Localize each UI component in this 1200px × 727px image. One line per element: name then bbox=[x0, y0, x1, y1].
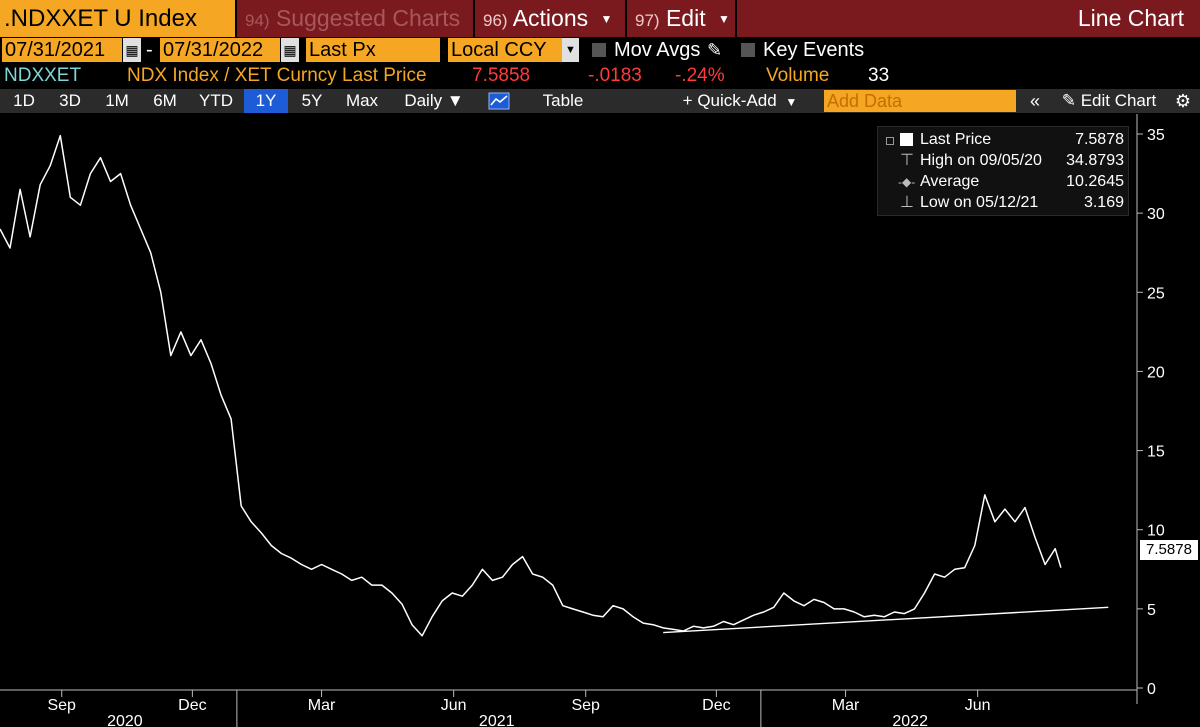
chart-legend: Last Price 7.5878 ⊤ High on 09/05/20 34.… bbox=[877, 126, 1129, 216]
edit-label: Edit bbox=[665, 5, 706, 31]
legend-low-value: 3.169 bbox=[1083, 194, 1124, 211]
x-tick-label: Jun bbox=[441, 697, 467, 714]
edit-chart-label: Edit Chart bbox=[1080, 91, 1157, 110]
range-max-button[interactable]: Max bbox=[345, 91, 379, 110]
x-tick-label: Sep bbox=[571, 697, 600, 714]
x-tick-label: Dec bbox=[178, 697, 206, 714]
y-tick-label: 10 bbox=[1147, 523, 1165, 540]
x-year-label: 2022 bbox=[892, 713, 928, 727]
quick-add-caret-icon: ▼ bbox=[785, 94, 798, 109]
edit-menu[interactable]: 97) Edit ▼ bbox=[627, 0, 735, 37]
x-year-label: 2021 bbox=[479, 713, 515, 727]
trendline bbox=[663, 606, 1109, 634]
legend-last-price: Last Price 7.5878 bbox=[878, 130, 1130, 150]
edit-chart-button[interactable]: ✎ Edit Chart bbox=[1052, 89, 1166, 113]
security-ticker[interactable]: .NDXXET U Index bbox=[0, 0, 235, 37]
chart-type-title: Line Chart bbox=[737, 0, 1200, 37]
legend-high: ⊤ High on 09/05/20 34.8793 bbox=[878, 151, 1130, 171]
price-series-line bbox=[0, 134, 1062, 637]
edit-chart-pencil-icon: ✎ bbox=[1061, 91, 1076, 110]
range-3d-button[interactable]: 3D bbox=[59, 91, 81, 110]
x-year-label: 2020 bbox=[107, 713, 143, 727]
low-marker-icon: ⊥ bbox=[900, 194, 914, 211]
start-calendar-icon[interactable]: ▦ bbox=[123, 38, 141, 62]
start-date-input[interactable]: 07/31/2021 bbox=[2, 38, 122, 62]
edit-num: 97) bbox=[635, 11, 660, 30]
actions-caret-icon: ▼ bbox=[600, 12, 613, 27]
x-tick-label: Dec bbox=[702, 697, 730, 714]
y-tick-label: 30 bbox=[1147, 206, 1165, 223]
x-tick-label: Jun bbox=[965, 697, 991, 714]
legend-high-label: High on 09/05/20 bbox=[920, 152, 1042, 169]
range-1d-button[interactable]: 1D bbox=[13, 91, 35, 110]
collapse-chevrons-icon[interactable]: « bbox=[1029, 91, 1040, 111]
volume-label: Volume bbox=[766, 65, 830, 86]
range-ytd-button[interactable]: YTD bbox=[199, 91, 233, 110]
line-chart-icon[interactable] bbox=[482, 89, 516, 113]
actions-menu[interactable]: 96) Actions ▼ bbox=[475, 0, 625, 37]
quick-add-button[interactable]: + Quick-Add ▼ bbox=[672, 89, 808, 113]
edit-caret-icon: ▼ bbox=[718, 12, 730, 27]
suggested-charts-tab[interactable]: 94) Suggested Charts bbox=[237, 0, 473, 37]
legend-low: ⊥ Low on 05/12/21 3.169 bbox=[878, 193, 1130, 213]
currency-select[interactable]: Local CCY bbox=[448, 38, 562, 62]
legend-last-price-value: 7.5878 bbox=[1075, 131, 1124, 148]
pencil-icon[interactable]: ✎ bbox=[707, 40, 723, 60]
field-select[interactable]: Last Px bbox=[306, 38, 440, 62]
y-tick-label: 5 bbox=[1147, 602, 1156, 619]
quote-description: NDX Index / XET Curncy Last Price bbox=[127, 65, 427, 86]
range-5y-button[interactable]: 5Y bbox=[301, 91, 323, 110]
key-events-checkbox[interactable] bbox=[741, 43, 755, 57]
legend-average-label: Average bbox=[920, 173, 980, 190]
y-tick-label: 20 bbox=[1147, 364, 1165, 381]
last-price-tag: 7.5878 bbox=[1140, 540, 1198, 560]
actions-label: Actions bbox=[512, 5, 589, 31]
quote-change: -.0183 bbox=[588, 65, 642, 86]
legend-average-value: 10.2645 bbox=[1066, 173, 1124, 190]
add-data-input[interactable]: Add Data bbox=[824, 90, 1016, 112]
suggested-charts-label: Suggested Charts bbox=[275, 5, 461, 31]
legend-collapse-icon[interactable] bbox=[886, 137, 894, 145]
key-events-label[interactable]: Key Events bbox=[763, 39, 865, 61]
table-button[interactable]: Table bbox=[542, 91, 584, 110]
range-1y-button[interactable]: 1Y bbox=[244, 89, 288, 113]
average-marker-icon: -◆- bbox=[898, 175, 916, 189]
x-tick-label: Sep bbox=[47, 697, 76, 714]
quote-pct-change: -.24% bbox=[675, 65, 725, 86]
y-tick-label: 25 bbox=[1147, 285, 1165, 302]
frequency-caret-icon: ▼ bbox=[446, 91, 464, 110]
end-calendar-icon[interactable]: ▦ bbox=[281, 38, 299, 62]
legend-average: -◆- Average 10.2645 bbox=[878, 172, 1130, 192]
legend-swatch-icon bbox=[900, 133, 913, 146]
mov-avgs-checkbox[interactable] bbox=[592, 43, 606, 57]
currency-dropdown-icon[interactable]: ▼ bbox=[562, 38, 579, 62]
actions-num: 96) bbox=[483, 11, 508, 30]
line-chart: 0 5 10 15 20 25 30 35 Sep Dec Mar Jun Sep Dec Mar Jun 20… bbox=[0, 114, 1165, 727]
end-date-input[interactable]: 07/31/2022 bbox=[160, 38, 280, 62]
range-1m-button[interactable]: 1M bbox=[105, 91, 129, 110]
y-tick-label: 35 bbox=[1147, 127, 1165, 144]
x-tick-label: Mar bbox=[308, 697, 336, 714]
mov-avgs-label[interactable]: Mov Avgs bbox=[614, 39, 701, 61]
frequency-select[interactable]: Daily ▼ bbox=[392, 89, 476, 113]
settings-gear-icon[interactable]: ⚙ bbox=[1174, 91, 1192, 111]
legend-last-price-label: Last Price bbox=[920, 131, 992, 148]
date-range-dash: - bbox=[146, 39, 153, 61]
y-tick-label: 15 bbox=[1147, 444, 1165, 461]
frequency-label: Daily bbox=[404, 91, 443, 110]
high-marker-icon: ⊤ bbox=[900, 152, 914, 169]
legend-low-label: Low on 05/12/21 bbox=[920, 194, 1039, 211]
quote-last: 7.5858 bbox=[472, 65, 531, 86]
y-tick-label: 0 bbox=[1147, 681, 1156, 698]
x-tick-label: Mar bbox=[832, 697, 860, 714]
quick-add-label: + Quick-Add bbox=[682, 91, 777, 110]
volume-value: 33 bbox=[868, 65, 890, 86]
suggested-charts-num: 94) bbox=[245, 11, 270, 30]
range-6m-button[interactable]: 6M bbox=[153, 91, 177, 110]
legend-high-value: 34.8793 bbox=[1066, 152, 1124, 169]
quote-symbol: NDXXET bbox=[4, 65, 82, 86]
